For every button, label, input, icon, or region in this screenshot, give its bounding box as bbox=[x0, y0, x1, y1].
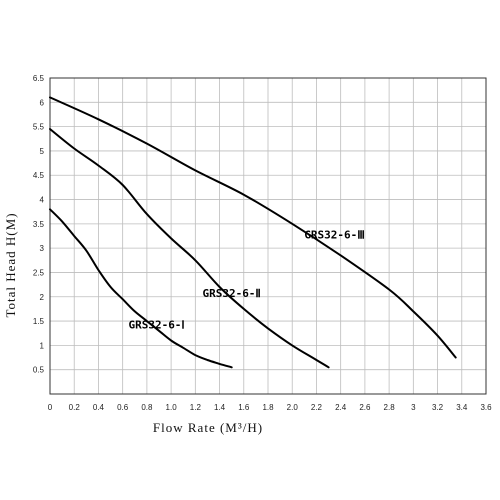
series-label-3: GRS32-6-Ⅲ bbox=[304, 228, 365, 241]
series-label-2: GRS32-6-Ⅱ bbox=[202, 287, 260, 300]
series-lines bbox=[49, 96, 457, 369]
x-tick-label: 0.2 bbox=[69, 403, 81, 412]
x-tick-label: 1.4 bbox=[214, 403, 226, 412]
x-tick-label: 3.4 bbox=[456, 403, 468, 412]
series-labels: GRS32-6-Ⅰ GRS32-6-Ⅱ GRS32-6-Ⅲ bbox=[128, 228, 364, 331]
y-tick-label: 5.5 bbox=[33, 123, 45, 132]
x-tick-label: 1.8 bbox=[262, 403, 274, 412]
y-tick-label: 6.5 bbox=[33, 74, 45, 83]
y-tick-label: 4 bbox=[40, 196, 45, 205]
y-axis-label: Total Head H(M) bbox=[3, 212, 18, 317]
series-label-1: GRS32-6-Ⅰ bbox=[128, 318, 184, 331]
x-tick-label: 3 bbox=[411, 403, 416, 412]
x-axis-label: Flow Rate (M³/H) bbox=[153, 420, 263, 435]
y-tick-label: 5 bbox=[40, 147, 45, 156]
y-tick-label: 3 bbox=[40, 244, 45, 253]
x-tick-label: 1.2 bbox=[190, 403, 202, 412]
x-tick-label: 2.6 bbox=[359, 403, 371, 412]
y-tick-label: 1 bbox=[40, 341, 45, 350]
y-tick-label: 3.5 bbox=[33, 220, 45, 229]
x-tick-label: 0.6 bbox=[117, 403, 129, 412]
x-tick-labels: 0 0.2 0.4 0.6 0.8 1.0 1.2 1.4 1.6 1.8 2.0 2.2 2.4 2.6… bbox=[48, 403, 492, 412]
x-tick-label: 3.6 bbox=[480, 403, 492, 412]
y-tick-labels: 0.5 1 1.5 2 2.5 3 3.5 4 4.5 5 5.5 6 6.5 bbox=[33, 74, 45, 375]
grid bbox=[50, 78, 486, 394]
x-tick-label: 3.2 bbox=[432, 403, 444, 412]
x-tick-label: 0 bbox=[48, 403, 53, 412]
x-tick-label: 1.6 bbox=[238, 403, 250, 412]
x-tick-label: 2.4 bbox=[335, 403, 347, 412]
series-line-1 bbox=[49, 208, 233, 369]
series-line-2 bbox=[49, 128, 330, 369]
y-tick-label: 0.5 bbox=[33, 366, 45, 375]
x-tick-label: 2.8 bbox=[384, 403, 396, 412]
x-tick-label: 2.0 bbox=[287, 403, 299, 412]
series-line-3 bbox=[49, 96, 457, 359]
plot-frame bbox=[49, 77, 487, 395]
x-tick-label: 2.2 bbox=[311, 403, 323, 412]
x-tick-label: 1.0 bbox=[166, 403, 178, 412]
y-tick-label: 6 bbox=[40, 98, 45, 107]
x-tick-label: 0.8 bbox=[141, 403, 153, 412]
x-tick-label: 0.4 bbox=[93, 403, 105, 412]
y-tick-label: 2 bbox=[40, 293, 45, 302]
y-tick-label: 1.5 bbox=[33, 317, 45, 326]
y-tick-label: 4.5 bbox=[33, 171, 45, 180]
y-tick-label: 2.5 bbox=[33, 268, 45, 277]
